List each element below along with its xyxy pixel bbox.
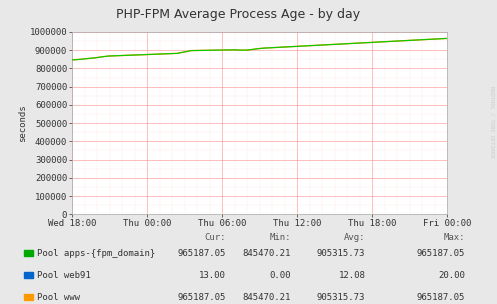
Text: 965187.05: 965187.05: [416, 249, 465, 258]
Text: 845470.21: 845470.21: [243, 249, 291, 258]
Text: 965187.05: 965187.05: [178, 292, 226, 302]
Text: RRDTOOL / TOBI OETIKER: RRDTOOL / TOBI OETIKER: [490, 86, 495, 157]
Text: Avg:: Avg:: [344, 233, 365, 242]
Text: 0.00: 0.00: [269, 271, 291, 280]
Text: 12.08: 12.08: [338, 271, 365, 280]
Text: 13.00: 13.00: [199, 271, 226, 280]
Text: Max:: Max:: [443, 233, 465, 242]
Text: Min:: Min:: [269, 233, 291, 242]
Text: Pool apps-{fpm_domain}: Pool apps-{fpm_domain}: [37, 249, 156, 258]
Text: 905315.73: 905315.73: [317, 249, 365, 258]
Text: Pool www: Pool www: [37, 292, 81, 302]
Text: PHP-FPM Average Process Age - by day: PHP-FPM Average Process Age - by day: [116, 8, 361, 21]
Text: 965187.05: 965187.05: [178, 249, 226, 258]
Text: Pool web91: Pool web91: [37, 271, 91, 280]
Text: 845470.21: 845470.21: [243, 292, 291, 302]
Text: 20.00: 20.00: [438, 271, 465, 280]
Text: 965187.05: 965187.05: [416, 292, 465, 302]
Text: Cur:: Cur:: [205, 233, 226, 242]
Text: 905315.73: 905315.73: [317, 292, 365, 302]
Y-axis label: seconds: seconds: [18, 104, 27, 142]
